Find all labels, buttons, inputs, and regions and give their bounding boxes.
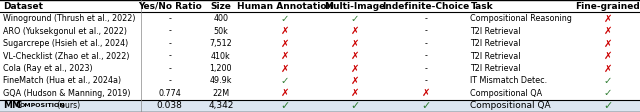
Text: T2I Retrieval: T2I Retrieval bbox=[470, 52, 521, 60]
Text: -: - bbox=[168, 52, 171, 60]
Text: ✗: ✗ bbox=[351, 51, 360, 61]
Text: -: - bbox=[168, 14, 171, 23]
Text: IT Mismatch Detec.: IT Mismatch Detec. bbox=[470, 76, 548, 85]
Text: Task: Task bbox=[470, 2, 493, 11]
Text: -: - bbox=[168, 27, 171, 36]
Text: VL-Checklist (Zhao et al., 2022): VL-Checklist (Zhao et al., 2022) bbox=[3, 52, 130, 60]
Text: -: - bbox=[424, 52, 427, 60]
Text: 0.038: 0.038 bbox=[157, 101, 182, 110]
Text: ✗: ✗ bbox=[604, 26, 612, 36]
Text: Multi-Image: Multi-Image bbox=[324, 2, 386, 11]
Text: 0.774: 0.774 bbox=[158, 89, 181, 98]
Text: ✗: ✗ bbox=[351, 76, 360, 86]
Text: ✗: ✗ bbox=[604, 14, 612, 24]
Text: ✗: ✗ bbox=[604, 63, 612, 73]
Text: ✗: ✗ bbox=[280, 39, 289, 49]
Text: Yes/No Ratio: Yes/No Ratio bbox=[138, 2, 202, 11]
Text: 7,512: 7,512 bbox=[209, 39, 232, 48]
Text: 400: 400 bbox=[213, 14, 228, 23]
Text: ✓: ✓ bbox=[351, 14, 360, 24]
Text: Fine-grained: Fine-grained bbox=[575, 2, 640, 11]
Text: Size: Size bbox=[211, 2, 231, 11]
Text: 1,200: 1,200 bbox=[209, 64, 232, 73]
Text: -: - bbox=[424, 27, 427, 36]
Text: ✓: ✓ bbox=[604, 76, 612, 86]
Text: Winoground (Thrush et al., 2022): Winoground (Thrush et al., 2022) bbox=[3, 14, 136, 23]
Text: -: - bbox=[168, 76, 171, 85]
Text: Dataset: Dataset bbox=[3, 2, 44, 11]
Text: 22M: 22M bbox=[212, 89, 229, 98]
Text: C: C bbox=[15, 101, 22, 110]
Text: ✓: ✓ bbox=[351, 101, 360, 111]
Text: Sugarcrepe (Hsieh et al., 2024): Sugarcrepe (Hsieh et al., 2024) bbox=[3, 39, 129, 48]
Text: T2I Retrieval: T2I Retrieval bbox=[470, 27, 521, 36]
Text: ✗: ✗ bbox=[351, 26, 360, 36]
Text: -: - bbox=[424, 64, 427, 73]
Text: Human Annotation: Human Annotation bbox=[237, 2, 333, 11]
Text: 50k: 50k bbox=[213, 27, 228, 36]
Text: ✗: ✗ bbox=[351, 63, 360, 73]
Text: OMPOSITION: OMPOSITION bbox=[20, 103, 65, 108]
Text: 49.9k: 49.9k bbox=[209, 76, 232, 85]
Text: 4,342: 4,342 bbox=[208, 101, 234, 110]
Text: Compositional QA: Compositional QA bbox=[470, 89, 543, 98]
Text: -: - bbox=[424, 39, 427, 48]
Text: -: - bbox=[424, 14, 427, 23]
Text: ✗: ✗ bbox=[351, 39, 360, 49]
Text: MM: MM bbox=[3, 101, 21, 110]
Text: -: - bbox=[168, 64, 171, 73]
Text: ✗: ✗ bbox=[351, 88, 360, 98]
Text: ✗: ✗ bbox=[280, 88, 289, 98]
Text: ✓: ✓ bbox=[280, 76, 289, 86]
Text: ✓: ✓ bbox=[604, 101, 612, 111]
Text: ✗: ✗ bbox=[280, 63, 289, 73]
Text: Cola (Ray et al., 2023): Cola (Ray et al., 2023) bbox=[3, 64, 93, 73]
Text: ✗: ✗ bbox=[604, 39, 612, 49]
Text: ARO (Yuksekgonul et al., 2022): ARO (Yuksekgonul et al., 2022) bbox=[3, 27, 127, 36]
Text: ✗: ✗ bbox=[280, 26, 289, 36]
Text: Compositional Reasoning: Compositional Reasoning bbox=[470, 14, 572, 23]
Text: Compositional QA: Compositional QA bbox=[470, 101, 551, 110]
Text: ✓: ✓ bbox=[421, 101, 430, 111]
Text: FineMatch (Hua et al., 2024a): FineMatch (Hua et al., 2024a) bbox=[3, 76, 122, 85]
FancyBboxPatch shape bbox=[0, 100, 640, 112]
Text: ✓: ✓ bbox=[280, 101, 289, 111]
Text: -: - bbox=[424, 76, 427, 85]
Text: ✓: ✓ bbox=[280, 14, 289, 24]
Text: T2I Retrieval: T2I Retrieval bbox=[470, 64, 521, 73]
Text: -: - bbox=[168, 39, 171, 48]
Text: GQA (Hudson & Manning, 2019): GQA (Hudson & Manning, 2019) bbox=[3, 89, 131, 98]
Text: ✗: ✗ bbox=[280, 51, 289, 61]
Text: ✓: ✓ bbox=[604, 88, 612, 98]
Text: T2I Retrieval: T2I Retrieval bbox=[470, 39, 521, 48]
Text: ✗: ✗ bbox=[604, 51, 612, 61]
Text: Indefinite-Choice: Indefinite-Choice bbox=[382, 2, 469, 11]
Text: ✗: ✗ bbox=[421, 88, 430, 98]
Text: (ours): (ours) bbox=[55, 101, 80, 110]
Text: 410k: 410k bbox=[211, 52, 230, 60]
